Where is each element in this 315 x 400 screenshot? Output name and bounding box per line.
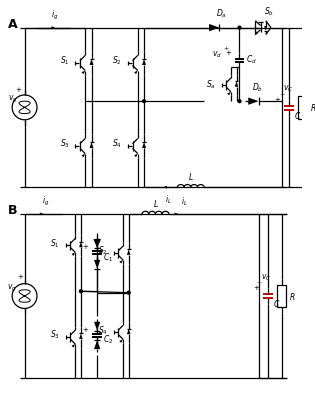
Polygon shape xyxy=(163,186,167,188)
Text: $R$: $R$ xyxy=(289,290,296,302)
Polygon shape xyxy=(209,24,220,31)
Text: +: + xyxy=(225,50,231,56)
Text: $S_2$: $S_2$ xyxy=(98,245,108,257)
Polygon shape xyxy=(40,212,44,215)
Polygon shape xyxy=(72,252,75,256)
Text: +: + xyxy=(224,46,229,51)
Polygon shape xyxy=(127,329,130,334)
Text: $v_C$: $v_C$ xyxy=(284,84,294,94)
Text: $v_g$: $v_g$ xyxy=(7,283,17,294)
Text: $S_4$: $S_4$ xyxy=(98,324,108,337)
Text: $C_d$: $C_d$ xyxy=(246,54,257,66)
Text: $C$: $C$ xyxy=(294,110,301,121)
Polygon shape xyxy=(227,92,231,95)
Polygon shape xyxy=(93,239,101,248)
Text: $C_1$: $C_1$ xyxy=(103,251,113,264)
Text: $R$: $R$ xyxy=(310,102,315,113)
Text: $v_d$: $v_d$ xyxy=(212,49,222,60)
Text: $L$: $L$ xyxy=(188,171,194,182)
Polygon shape xyxy=(72,344,75,348)
Text: $i_L$: $i_L$ xyxy=(165,194,172,206)
Text: $v_g$: $v_g$ xyxy=(8,94,18,105)
Text: $S_a$: $S_a$ xyxy=(206,79,216,91)
Text: +: + xyxy=(15,87,21,93)
Circle shape xyxy=(127,291,130,294)
Circle shape xyxy=(79,290,82,293)
Polygon shape xyxy=(235,81,238,87)
Text: $S_b$: $S_b$ xyxy=(264,6,274,18)
Polygon shape xyxy=(51,26,55,29)
Polygon shape xyxy=(94,340,100,349)
Text: $C_2$: $C_2$ xyxy=(103,334,113,346)
Text: +: + xyxy=(83,327,89,333)
Polygon shape xyxy=(134,70,138,74)
Text: $S_1$: $S_1$ xyxy=(50,237,60,250)
Text: $S_3$: $S_3$ xyxy=(50,329,60,342)
Text: $v_C$: $v_C$ xyxy=(261,272,272,283)
Polygon shape xyxy=(134,154,138,157)
Polygon shape xyxy=(119,339,123,343)
Polygon shape xyxy=(82,70,85,74)
Polygon shape xyxy=(94,322,100,331)
Polygon shape xyxy=(79,334,83,339)
Circle shape xyxy=(143,100,146,102)
Text: $C$: $C$ xyxy=(273,298,280,309)
Polygon shape xyxy=(142,142,146,148)
Text: +: + xyxy=(17,274,23,280)
Polygon shape xyxy=(248,98,259,105)
Text: +: + xyxy=(275,97,281,103)
Text: $i_g$: $i_g$ xyxy=(50,9,58,22)
Polygon shape xyxy=(142,59,146,65)
Polygon shape xyxy=(255,31,258,34)
Polygon shape xyxy=(82,154,85,157)
Bar xyxy=(277,284,286,308)
Text: $S_3$: $S_3$ xyxy=(60,138,70,150)
Text: $S_4$: $S_4$ xyxy=(112,138,122,150)
Text: $i_g$: $i_g$ xyxy=(42,195,49,208)
Polygon shape xyxy=(264,26,267,31)
Polygon shape xyxy=(89,142,94,148)
Bar xyxy=(298,96,307,119)
Polygon shape xyxy=(119,260,123,264)
Text: B: B xyxy=(8,204,18,217)
Polygon shape xyxy=(94,260,100,269)
Polygon shape xyxy=(127,250,130,255)
Polygon shape xyxy=(94,239,100,248)
Text: $S_2$: $S_2$ xyxy=(112,55,122,67)
Circle shape xyxy=(238,100,241,102)
Polygon shape xyxy=(89,59,94,65)
Circle shape xyxy=(238,26,241,29)
Text: A: A xyxy=(8,18,18,31)
Text: $D_b$: $D_b$ xyxy=(252,82,263,94)
Text: $L$: $L$ xyxy=(152,198,158,209)
Text: +: + xyxy=(256,280,261,285)
Text: +: + xyxy=(254,285,260,291)
Polygon shape xyxy=(79,242,83,247)
Text: $S_1$: $S_1$ xyxy=(60,55,70,67)
Text: +: + xyxy=(279,92,284,97)
Text: $D_a$: $D_a$ xyxy=(215,8,226,20)
Text: $i_L$: $i_L$ xyxy=(181,196,188,208)
Text: +: + xyxy=(83,244,89,250)
Polygon shape xyxy=(175,212,178,215)
